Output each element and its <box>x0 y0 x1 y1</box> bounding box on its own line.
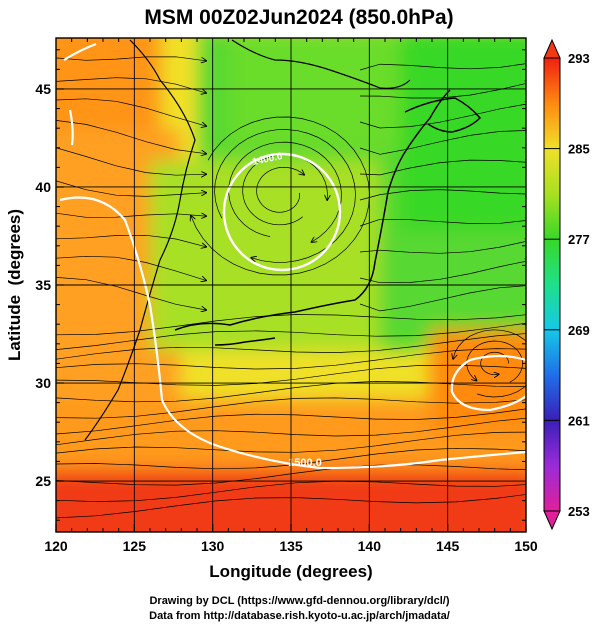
streamline <box>56 255 206 280</box>
streamline <box>56 322 526 350</box>
colorbar: 293 285 277 269 261 253 <box>543 38 590 531</box>
contour-1500 <box>59 196 526 470</box>
colorbar-top-triangle <box>543 38 561 59</box>
streamline <box>56 120 206 153</box>
contour-east-high <box>450 354 526 412</box>
low-center-contour <box>222 152 342 272</box>
x-tick-label-145: 145 <box>436 538 460 554</box>
streamline <box>242 154 328 226</box>
streamline <box>359 103 526 129</box>
x-axis: 120 125 130 135 140 145 150 <box>44 38 538 554</box>
streamline <box>56 408 526 435</box>
x-tick-label-120: 120 <box>44 538 68 554</box>
contour-north <box>63 42 97 146</box>
y-tick-label-25: 25 <box>35 473 51 489</box>
colorbar-bottom-triangle <box>543 510 561 531</box>
contour-label-1500: 1500.0 <box>288 457 322 469</box>
streamline <box>56 333 526 360</box>
y-axis: 25 30 35 40 45 <box>35 49 526 521</box>
streamline <box>359 260 526 284</box>
streamline <box>453 329 526 398</box>
y-tick-label-40: 40 <box>35 179 51 195</box>
streamline <box>56 381 526 403</box>
y-tick-label-35: 35 <box>35 277 51 293</box>
streamline <box>228 141 342 242</box>
streamline <box>56 431 526 454</box>
x-tick-label-140: 140 <box>358 538 382 554</box>
streamline <box>359 189 526 201</box>
streamline <box>359 63 526 71</box>
streamline <box>466 340 524 383</box>
streamline <box>214 129 356 263</box>
y-tick-label-45: 45 <box>35 81 51 97</box>
y-tick-label-30: 30 <box>35 375 51 391</box>
colorbar-gradient <box>543 57 561 512</box>
streamline <box>359 219 526 227</box>
east-orange <box>430 330 526 430</box>
streamline <box>56 77 206 93</box>
x-axis-label: Longitude (degrees) <box>209 562 372 581</box>
credit-data: Data from http://database.rish.kyoto-u.a… <box>149 610 450 622</box>
northeast-green <box>400 38 526 230</box>
streamline <box>56 417 526 446</box>
colorbar-label-293: 293 <box>568 51 590 66</box>
colorbar-label-253: 253 <box>568 504 590 519</box>
streamline <box>56 397 526 419</box>
japan-coastline <box>174 89 482 346</box>
streamline <box>359 285 526 312</box>
x-tick-label-150: 150 <box>514 538 538 554</box>
streamline <box>56 314 526 336</box>
colorbar-label-277: 277 <box>568 232 590 247</box>
grid-lines <box>56 38 526 532</box>
x-tick-label-130: 130 <box>201 538 225 554</box>
streamline <box>56 206 206 217</box>
credit-drawing: Drawing by DCL (https://www.gfd-dennou.o… <box>149 595 450 607</box>
streamline <box>56 98 206 126</box>
streamline <box>56 180 206 197</box>
colorbar-label-285: 285 <box>568 142 590 157</box>
streamline <box>56 234 206 247</box>
streamline <box>56 447 526 470</box>
streamline <box>56 56 206 61</box>
plot-area: 1500.0 1400.0 <box>56 38 526 532</box>
streamline <box>359 160 526 176</box>
streamline <box>359 241 526 254</box>
x-tick-label-125: 125 <box>123 538 147 554</box>
chart-title: MSM 00Z02Jun2024 (850.0hPa) <box>144 6 453 29</box>
y-axis-label: Latitude (degrees) <box>5 209 24 361</box>
streamline <box>56 364 526 386</box>
x-tick-label-135: 135 <box>279 538 303 554</box>
north-green <box>230 38 400 150</box>
streamline <box>56 277 206 310</box>
asia-coastline <box>84 39 411 441</box>
streamline <box>56 348 526 370</box>
streamlines <box>56 56 526 519</box>
streamline <box>256 166 304 213</box>
streamline <box>56 480 526 502</box>
colorbar-label-261: 261 <box>568 413 590 428</box>
streamline <box>56 147 206 175</box>
central-yellow-green <box>150 160 380 350</box>
streamline <box>359 130 526 155</box>
streamline <box>56 494 526 519</box>
colorbar-label-269: 269 <box>568 323 590 338</box>
colorbar-ticks: 293 285 277 269 261 253 <box>544 51 590 519</box>
streamline <box>56 464 526 486</box>
streamline <box>359 83 526 99</box>
